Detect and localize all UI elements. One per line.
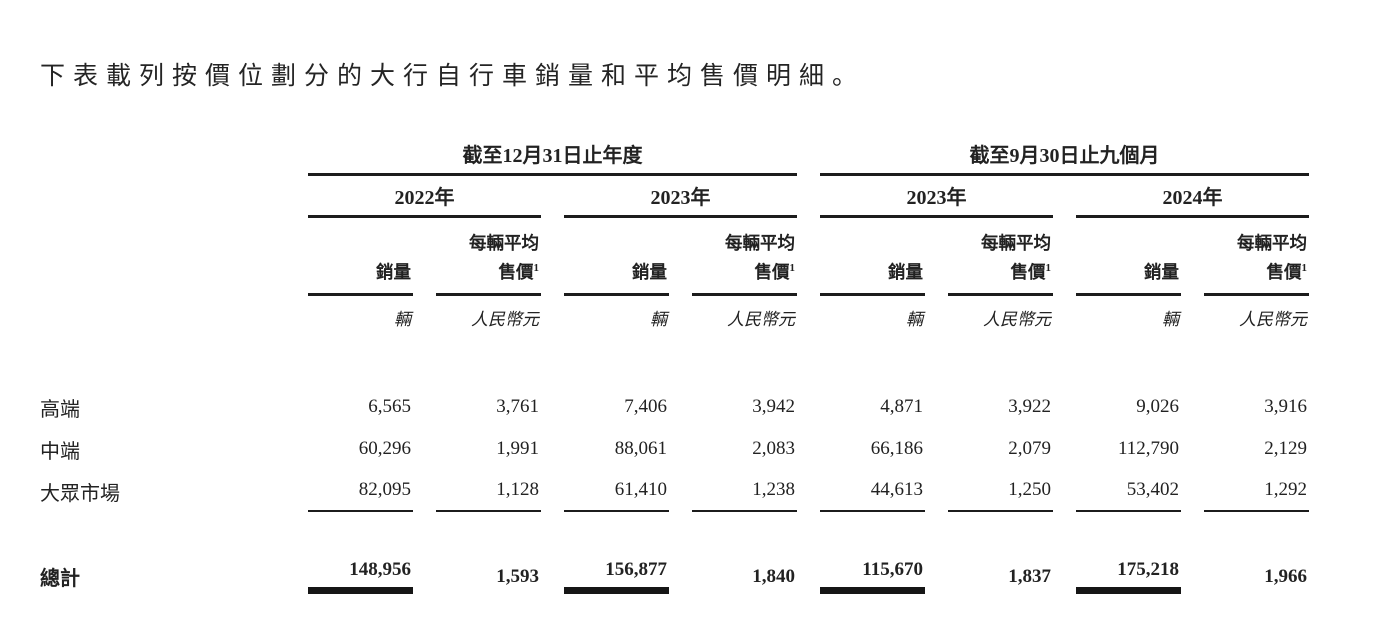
data-cell: 112,790 xyxy=(1117,438,1179,459)
unit-label-vehicles: 輛 xyxy=(650,309,667,329)
row-label-mid-range: 中端 xyxy=(40,440,80,463)
unit-label-rmb: 人民幣元 xyxy=(727,309,795,329)
col-group-header-year-ended: 截至12月31日止年度 xyxy=(308,140,797,176)
data-cell: 3,761 xyxy=(496,396,539,417)
row-label-mass-market: 大眾市場 xyxy=(40,482,120,505)
asp-column-header: 每輛平均售價1 xyxy=(692,218,797,296)
data-cell: 4,871 xyxy=(880,396,923,417)
data-cell: 1,292 xyxy=(1204,470,1309,512)
total-cell: 156,877 xyxy=(564,558,669,594)
year-header-9m-2024: 2024年 xyxy=(1076,176,1309,218)
data-cell: 1,238 xyxy=(692,470,797,512)
volume-column-header: 銷量 xyxy=(564,218,669,296)
data-cell: 2,083 xyxy=(752,438,795,459)
total-cell: 115,670 xyxy=(820,558,925,594)
volume-column-header: 銷量 xyxy=(308,218,413,296)
col-group-header-nine-months: 截至9月30日止九個月 xyxy=(820,140,1309,176)
data-cell: 3,942 xyxy=(752,396,795,417)
data-cell: 3,922 xyxy=(1008,396,1051,417)
data-cell: 2,129 xyxy=(1264,438,1307,459)
volume-header-label: 銷量 xyxy=(888,262,923,283)
data-cell: 3,916 xyxy=(1264,396,1307,417)
asp-header-line1: 每輛平均 xyxy=(725,232,795,253)
data-cell: 66,186 xyxy=(870,438,923,459)
row-label-total: 總計 xyxy=(40,567,80,590)
sales-and-asp-table: 截至12月31日止年度 截至9月30日止九個月 2022年 2023年 2023… xyxy=(40,140,1309,594)
volume-column-header: 銷量 xyxy=(820,218,925,296)
asp-column-header: 每輛平均售價1 xyxy=(948,218,1053,296)
total-cell: 1,593 xyxy=(496,566,539,587)
unit-label-vehicles: 輛 xyxy=(906,309,923,329)
volume-header-label: 銷量 xyxy=(632,262,667,283)
data-cell: 1,128 xyxy=(436,470,541,512)
volume-column-header: 銷量 xyxy=(1076,218,1181,296)
intro-paragraph: 下表載列按價位劃分的大行自行車銷量和平均售價明細。 xyxy=(40,63,866,90)
asp-header-line1: 每輛平均 xyxy=(981,232,1051,253)
volume-header-label: 銷量 xyxy=(376,262,411,283)
total-cell: 175,218 xyxy=(1076,558,1181,594)
data-cell: 1,250 xyxy=(948,470,1053,512)
footnote-ref: 1 xyxy=(1045,262,1052,275)
asp-header-line1: 每輛平均 xyxy=(469,232,539,253)
footnote-ref: 1 xyxy=(789,262,796,275)
year-header-2023: 2023年 xyxy=(564,176,797,218)
asp-header-line2: 售價1 xyxy=(754,262,796,283)
data-cell: 60,296 xyxy=(358,438,411,459)
row-label-high-end: 高端 xyxy=(40,398,80,421)
data-cell: 61,410 xyxy=(564,470,669,512)
asp-header-line2: 售價1 xyxy=(1010,262,1052,283)
total-cell: 1,966 xyxy=(1264,566,1307,587)
unit-label-rmb: 人民幣元 xyxy=(471,309,539,329)
footnote-ref: 1 xyxy=(533,262,540,275)
total-cell: 1,840 xyxy=(752,566,795,587)
data-cell: 44,613 xyxy=(820,470,925,512)
asp-header-line2: 售價1 xyxy=(1266,262,1308,283)
total-cell: 1,837 xyxy=(1008,566,1051,587)
unit-label-rmb: 人民幣元 xyxy=(1239,309,1307,329)
data-cell: 7,406 xyxy=(624,396,667,417)
year-header-9m-2023: 2023年 xyxy=(820,176,1053,218)
asp-header-line2: 售價1 xyxy=(498,262,540,283)
data-cell: 6,565 xyxy=(368,396,411,417)
unit-label-rmb: 人民幣元 xyxy=(983,309,1051,329)
volume-header-label: 銷量 xyxy=(1144,262,1179,283)
year-header-2022: 2022年 xyxy=(308,176,541,218)
asp-header-line1: 每輛平均 xyxy=(1237,232,1307,253)
asp-column-header: 每輛平均售價1 xyxy=(436,218,541,296)
data-cell: 88,061 xyxy=(614,438,667,459)
unit-label-vehicles: 輛 xyxy=(1162,309,1179,329)
unit-label-vehicles: 輛 xyxy=(394,309,411,329)
data-cell: 1,991 xyxy=(496,438,539,459)
data-cell: 9,026 xyxy=(1136,396,1179,417)
data-cell: 53,402 xyxy=(1076,470,1181,512)
data-cell: 2,079 xyxy=(1008,438,1051,459)
footnote-ref: 1 xyxy=(1301,262,1308,275)
total-cell: 148,956 xyxy=(308,558,413,594)
data-cell: 82,095 xyxy=(308,470,413,512)
asp-column-header: 每輛平均售價1 xyxy=(1204,218,1309,296)
